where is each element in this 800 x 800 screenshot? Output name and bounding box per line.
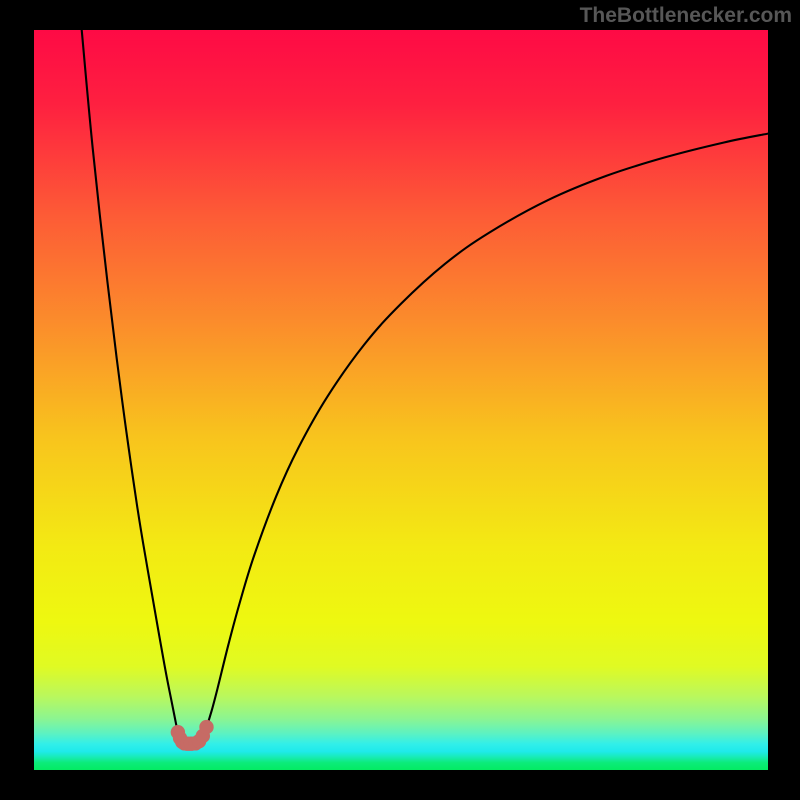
watermark-text: TheBottlenecker.com	[580, 4, 792, 28]
chart-background-gradient	[34, 30, 768, 770]
marker-dot	[203, 723, 210, 730]
bottleneck-chart	[34, 30, 768, 770]
